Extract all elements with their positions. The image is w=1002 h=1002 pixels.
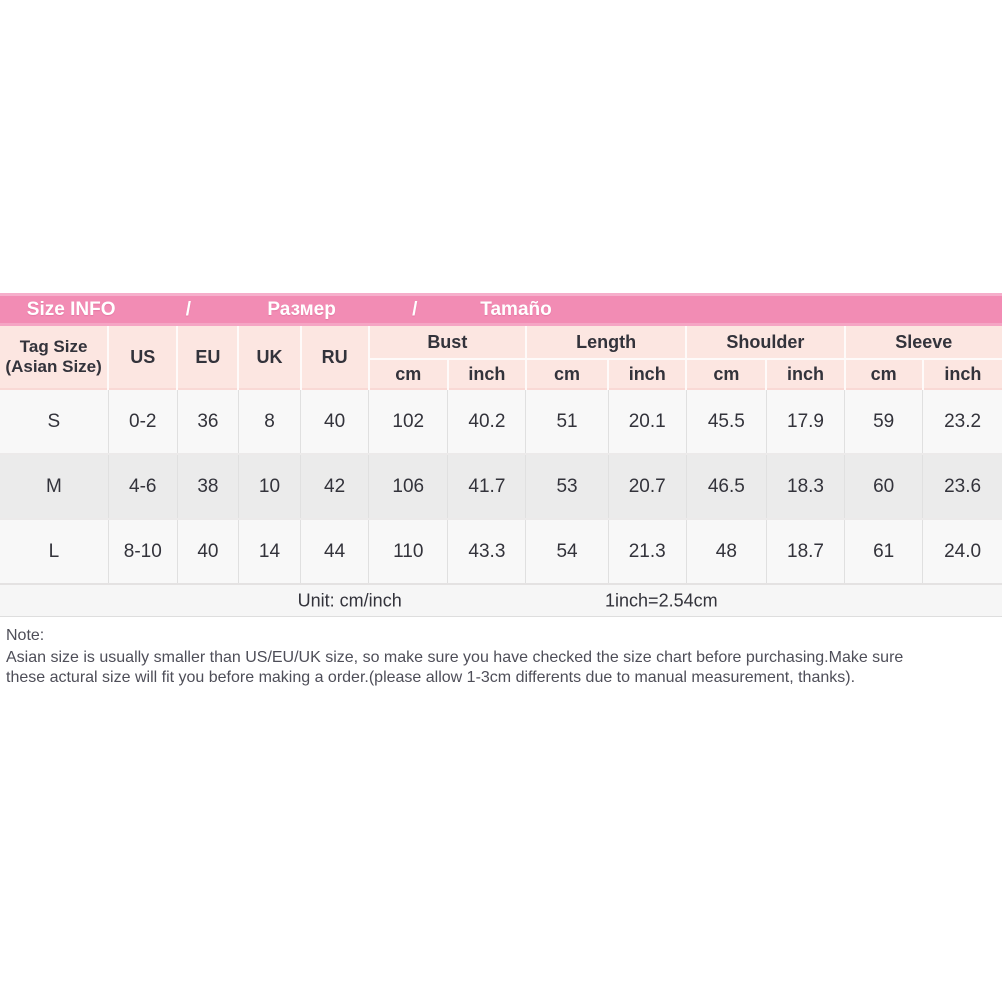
header-us: US [108,326,179,389]
header-tag-size: Tag Size (Asian Size) [0,326,110,389]
size-cell: S [0,388,109,454]
size-cell: 23.6 [922,453,1002,519]
size-cell: 24.0 [922,518,1002,584]
table-footer: Unit: cm/inch 1inch=2.54cm [0,583,1002,617]
size-cell: 106 [368,453,449,519]
size-cell: 59 [844,388,924,454]
size-cell: 40 [177,518,239,584]
size-cell: 38 [177,453,239,519]
size-cell: 0-2 [108,388,178,454]
header-length-cm: cm [525,358,610,389]
table-header: Tag Size (Asian Size) US EU UK RU Bust L… [0,326,1002,389]
size-table: Tag Size (Asian Size) US EU UK RU Bust L… [0,326,1002,617]
header-sleeve-cm: cm [844,358,924,389]
header-shoulder: Shoulder [686,326,846,359]
size-cell: 17.9 [766,388,846,454]
size-cell: 53 [525,453,609,519]
size-cell: 18.7 [766,518,846,584]
size-cell: 51 [525,388,609,454]
size-cell: 110 [368,518,449,584]
size-cell: 45.5 [686,388,767,454]
size-chart: Size INFO / Размер / Tamaño Tag Size (As… [0,293,1002,617]
size-cell: M [0,453,109,519]
title-separator-2: / [412,298,418,320]
size-cell: 8 [238,388,302,454]
size-cell: 102 [368,388,449,454]
header-bust-cm: cm [368,358,449,389]
note-line-1: Asian size is usually smaller than US/EU… [6,649,904,666]
size-cell: 48 [686,518,767,584]
header-sleeve: Sleeve [844,326,1002,359]
table-body: S 0-2 36 8 40 102 40.2 51 20.1 45.5 17.9… [0,388,1002,584]
table-row-l: L 8-10 40 14 44 110 43.3 54 21.3 48 18.7… [0,518,1002,584]
size-cell: 60 [844,453,924,519]
footer-row: Unit: cm/inch 1inch=2.54cm [0,583,1002,617]
size-cell: 40 [300,388,370,454]
title-tamano: Tamaño [480,298,552,320]
size-cell: 36 [177,388,239,454]
size-cell: 61 [844,518,924,584]
note-label: Note: [6,627,45,644]
header-sleeve-inch: inch [922,358,1002,389]
header-tag-size-line2: (Asian Size) [5,357,102,376]
table-row-m: M 4-6 38 10 42 106 41.7 53 20.7 46.5 18.… [0,453,1002,519]
header-length-inch: inch [608,358,688,389]
header-eu: EU [177,326,240,389]
size-cell: 4-6 [108,453,178,519]
size-cell: 20.1 [608,388,687,454]
size-cell: 40.2 [447,388,527,454]
table-row-s: S 0-2 36 8 40 102 40.2 51 20.1 45.5 17.9… [0,388,1002,454]
size-cell: 23.2 [922,388,1002,454]
header-tag-size-line1: Tag Size [19,337,88,356]
size-cell: 18.3 [766,453,846,519]
size-cell: L [0,518,109,584]
size-cell: 41.7 [447,453,527,519]
header-ru: RU [300,326,370,389]
title-bar: Size INFO / Размер / Tamaño [0,293,1002,326]
size-cell: 8-10 [108,518,178,584]
note-line-2: these actural size will fit you before m… [6,669,856,686]
header-bust: Bust [368,326,527,359]
note-section: Note: Asian size is usually smaller than… [6,626,996,688]
size-cell: 10 [238,453,302,519]
header-bust-inch: inch [447,358,527,389]
size-cell: 42 [300,453,370,519]
title-separator-1: / [185,298,192,320]
size-cell: 43.3 [447,518,527,584]
size-cell: 46.5 [686,453,767,519]
size-cell: 54 [525,518,609,584]
unit-label: Unit: cm/inch [297,590,402,610]
size-cell: 14 [238,518,302,584]
size-cell: 21.3 [608,518,687,584]
header-shoulder-cm: cm [686,358,768,389]
header-uk: UK [238,326,302,389]
header-length: Length [525,326,688,359]
size-cell: 44 [300,518,370,584]
title-size-info: Size INFO [26,298,116,320]
size-cell: 20.7 [608,453,687,519]
conversion-label: 1inch=2.54cm [605,590,718,610]
title-razmer: Размер [267,298,336,320]
header-shoulder-inch: inch [766,358,846,389]
